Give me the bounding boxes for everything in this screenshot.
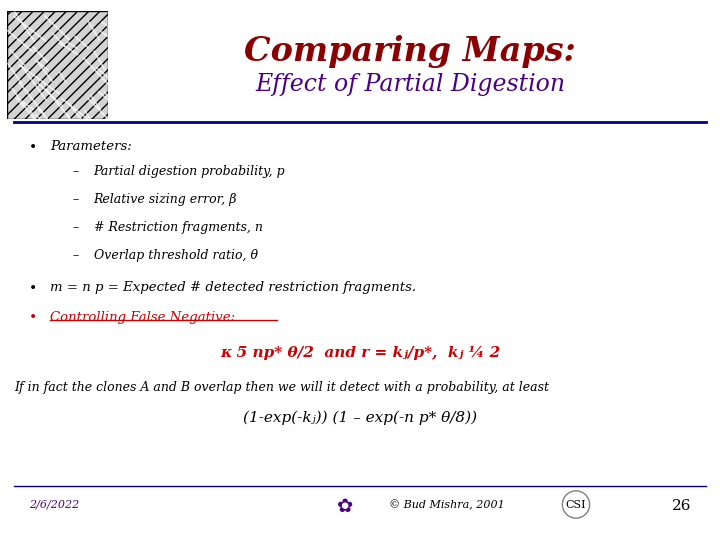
Text: If in fact the clones A and B overlap then we will it detect with a probability,: If in fact the clones A and B overlap th…	[14, 381, 549, 394]
Text: Parameters:: Parameters:	[50, 140, 132, 153]
Text: •: •	[29, 140, 37, 154]
Text: 2/6/2022: 2/6/2022	[29, 500, 79, 510]
Text: ✿: ✿	[338, 497, 354, 516]
Text: m = n p = Expected # detected restriction fragments.: m = n p = Expected # detected restrictio…	[50, 281, 417, 294]
Text: –: –	[72, 193, 78, 206]
Text: •: •	[29, 310, 37, 325]
Text: Effect of Partial Digestion: Effect of Partial Digestion	[256, 73, 565, 96]
Text: •: •	[29, 281, 37, 295]
Text: Comparing Maps:: Comparing Maps:	[245, 35, 576, 68]
Text: 26: 26	[672, 500, 691, 514]
Text: (1-exp(-kⱼ)) (1 – exp(-n p* θ/8)): (1-exp(-kⱼ)) (1 – exp(-n p* θ/8))	[243, 410, 477, 425]
Text: Partial digestion probability, p: Partial digestion probability, p	[94, 165, 285, 178]
Text: –: –	[72, 249, 78, 262]
Text: κ 5 np* θ/2  and r = kⱼ/p*,  kⱼ ¼ 2: κ 5 np* θ/2 and r = kⱼ/p*, kⱼ ¼ 2	[220, 346, 500, 360]
Text: © Bud Mishra, 2001: © Bud Mishra, 2001	[389, 500, 505, 510]
Text: Relative sizing error, β: Relative sizing error, β	[94, 193, 237, 206]
Text: –: –	[72, 165, 78, 178]
Text: CSI: CSI	[566, 500, 586, 510]
Text: Controlling False Negative:: Controlling False Negative:	[50, 310, 235, 323]
Text: –: –	[72, 221, 78, 234]
FancyBboxPatch shape	[7, 11, 108, 119]
Text: # Restriction fragments, n: # Restriction fragments, n	[94, 221, 263, 234]
Text: Overlap threshold ratio, θ: Overlap threshold ratio, θ	[94, 249, 258, 262]
